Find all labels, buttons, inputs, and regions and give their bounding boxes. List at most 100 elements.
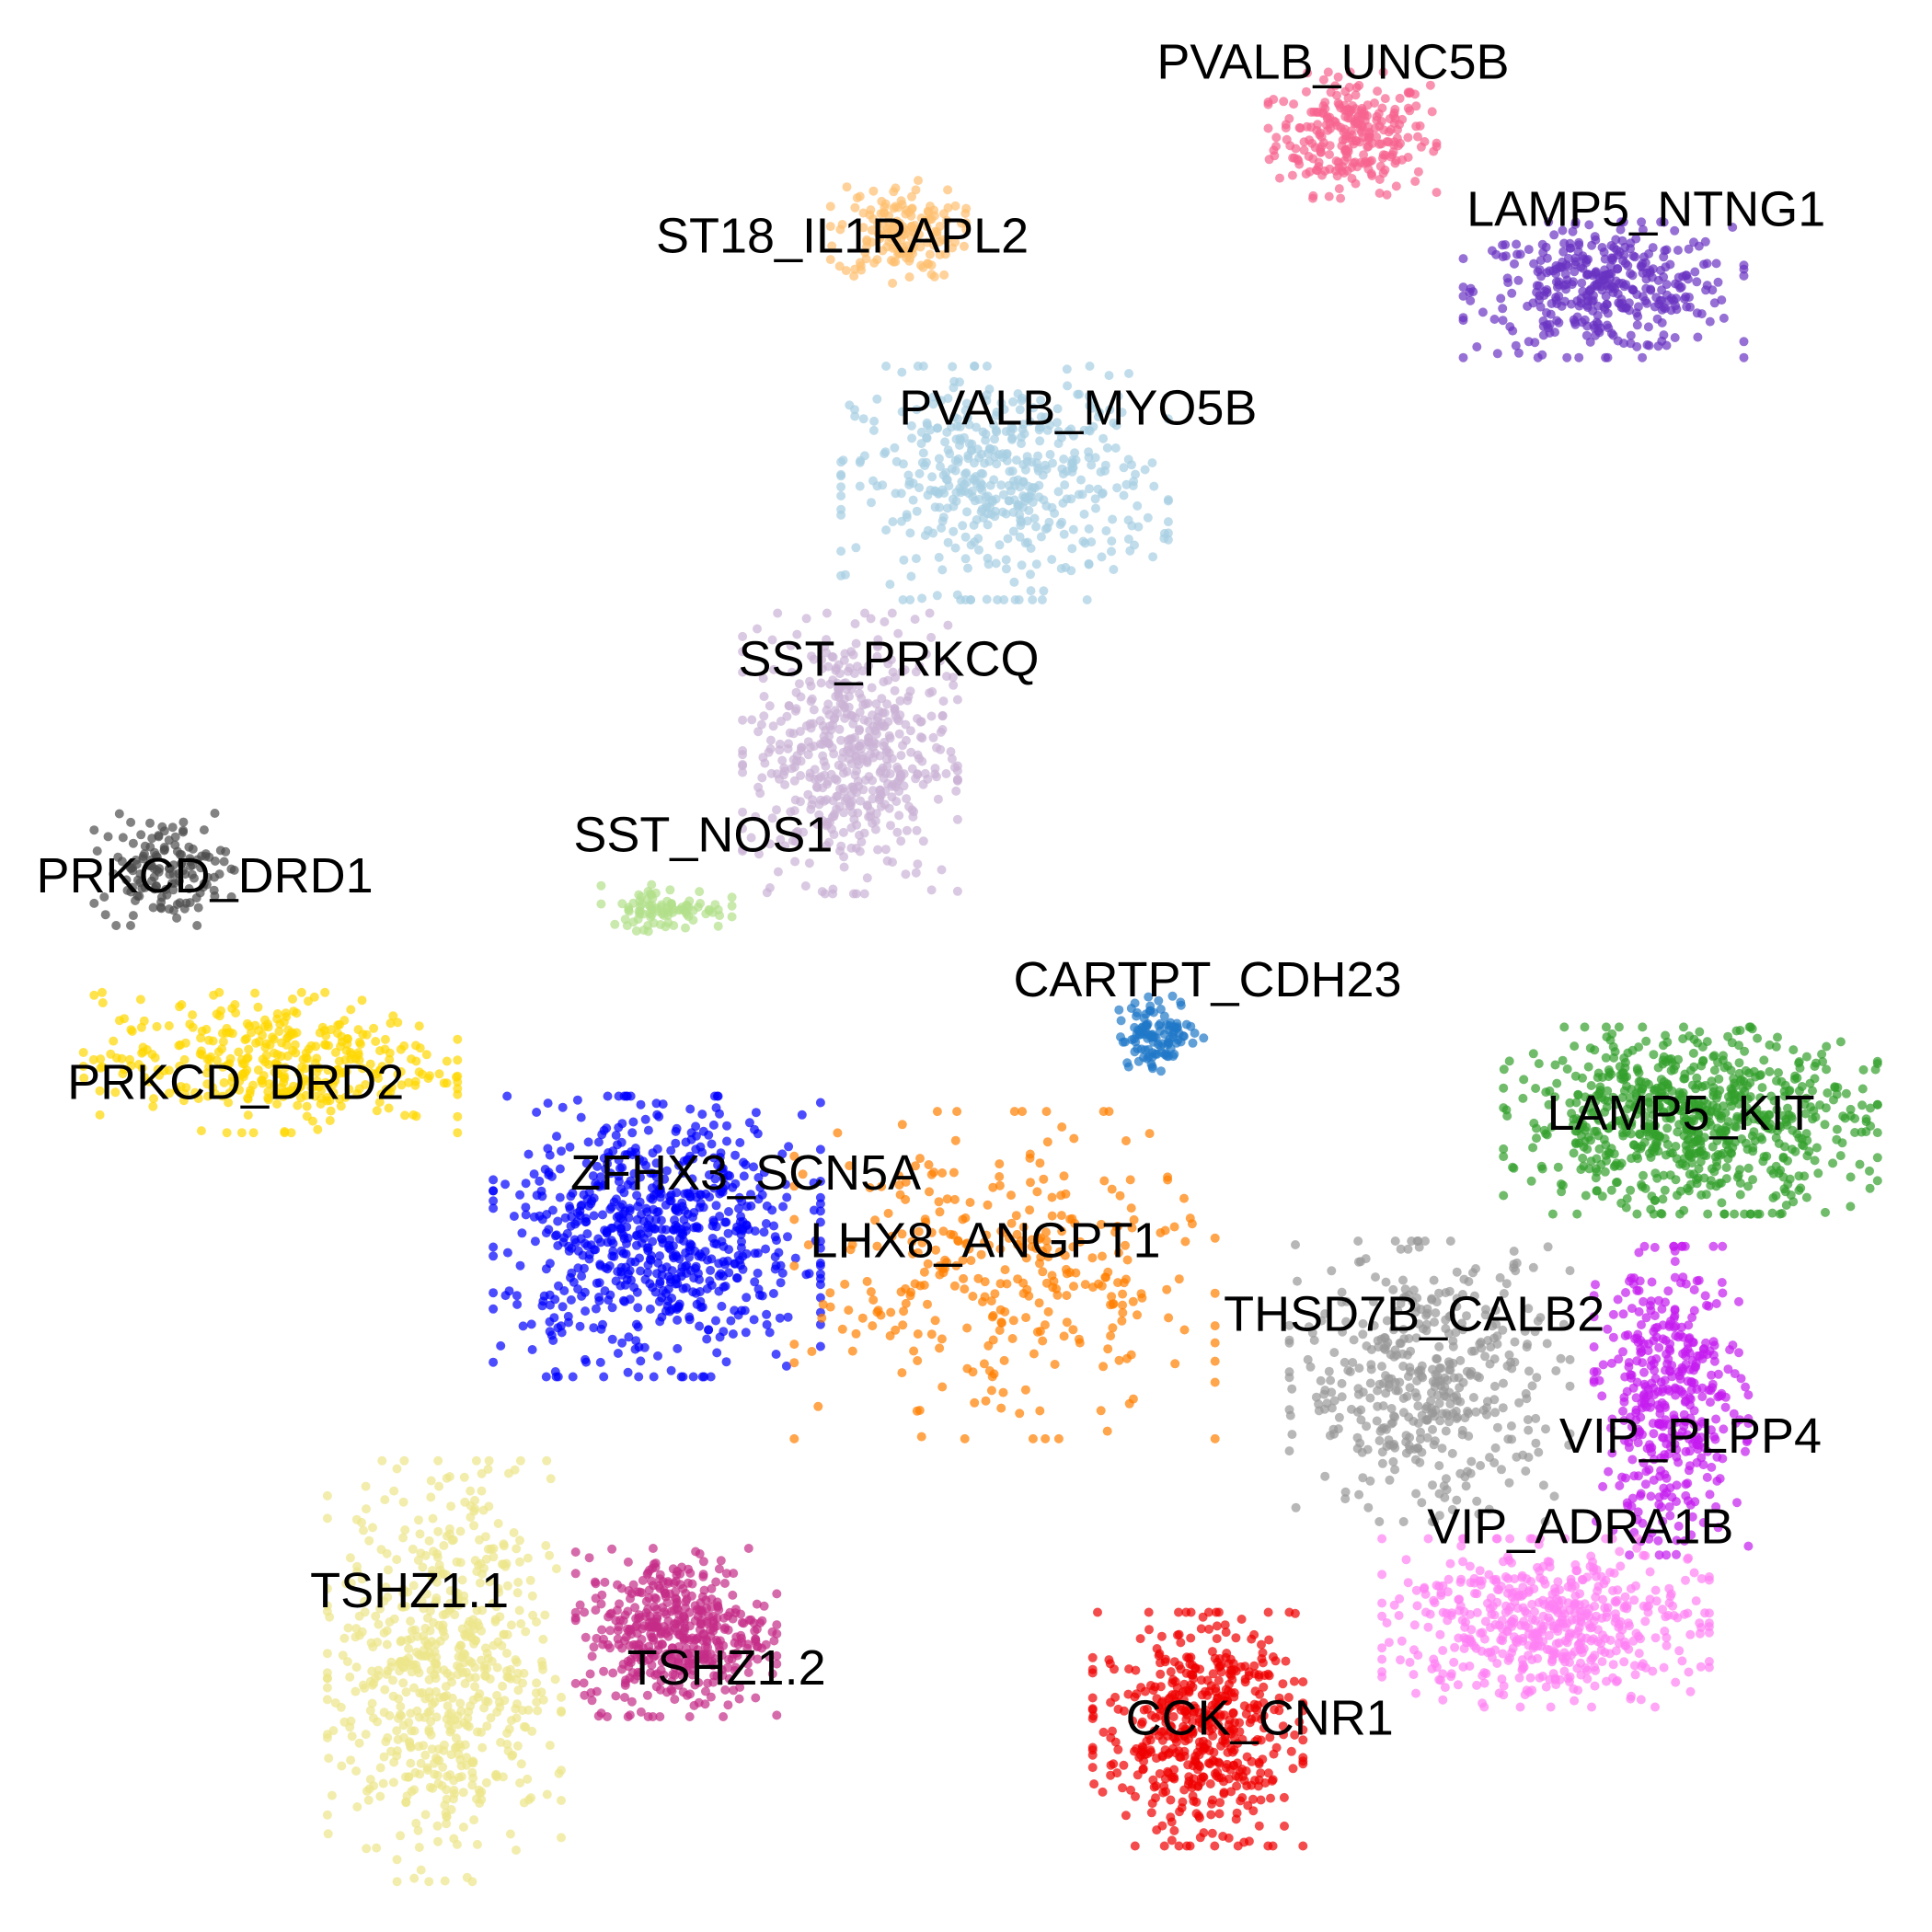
data-point	[1026, 1178, 1035, 1188]
data-point	[1047, 555, 1057, 565]
data-point	[760, 758, 770, 768]
data-point	[577, 1291, 587, 1301]
data-point	[949, 1167, 959, 1178]
data-point	[1118, 1300, 1128, 1310]
data-point	[1373, 1401, 1383, 1411]
data-point	[1583, 255, 1593, 264]
data-point	[410, 1080, 420, 1090]
data-point	[640, 1114, 650, 1124]
data-point	[1538, 321, 1548, 331]
data-point	[1098, 1251, 1107, 1261]
data-point	[780, 1179, 790, 1190]
data-point	[1413, 1401, 1423, 1411]
data-point	[1063, 381, 1073, 391]
data-point	[907, 203, 917, 213]
data-point	[987, 497, 997, 507]
data-point	[278, 1092, 288, 1102]
data-point	[935, 1270, 945, 1280]
data-point	[1393, 1386, 1403, 1396]
data-point	[736, 1212, 746, 1222]
data-point	[914, 483, 925, 493]
data-point	[1377, 1458, 1387, 1468]
data-point	[568, 1372, 578, 1382]
data-point	[880, 721, 890, 730]
data-point	[243, 1110, 253, 1121]
data-point	[1085, 401, 1095, 410]
data-point	[371, 1037, 381, 1046]
data-point	[829, 749, 839, 759]
data-point	[738, 1225, 748, 1236]
data-point	[1374, 1379, 1385, 1389]
data-point	[982, 362, 992, 371]
data-point	[1169, 1222, 1179, 1232]
data-point	[293, 1085, 303, 1095]
data-point	[1571, 257, 1581, 267]
data-point	[688, 1372, 698, 1382]
data-point	[1045, 450, 1055, 459]
data-point	[354, 1055, 364, 1065]
data-point	[917, 593, 927, 604]
data-point	[1558, 247, 1569, 257]
data-point	[1036, 532, 1046, 542]
data-point	[990, 434, 999, 444]
data-point	[397, 1080, 407, 1090]
data-point	[951, 496, 961, 506]
data-point	[839, 808, 849, 818]
data-point	[983, 509, 993, 519]
data-point	[879, 742, 889, 751]
data-point	[1458, 282, 1468, 293]
data-point	[357, 995, 367, 1006]
data-point	[672, 1251, 682, 1261]
data-point	[400, 1110, 410, 1121]
data-point	[527, 1345, 537, 1354]
data-point	[1671, 1175, 1681, 1185]
data-point	[1370, 98, 1379, 108]
data-point	[1603, 352, 1613, 362]
data-point	[622, 1150, 632, 1160]
data-point	[1524, 245, 1534, 255]
data-point	[1345, 67, 1355, 77]
data-point	[1180, 1236, 1190, 1247]
data-point	[1148, 1031, 1157, 1041]
data-point	[1168, 1022, 1179, 1032]
data-point	[817, 1313, 827, 1323]
data-point	[837, 762, 847, 772]
data-point	[1490, 1443, 1501, 1453]
data-point	[936, 727, 946, 737]
data-point	[1210, 1356, 1220, 1366]
data-point	[1049, 1276, 1059, 1286]
data-point	[1707, 1462, 1717, 1472]
data-point	[489, 1304, 499, 1314]
data-point	[434, 1069, 444, 1079]
data-point	[685, 1104, 696, 1114]
data-point	[1592, 317, 1602, 328]
data-point	[1014, 595, 1024, 604]
data-point	[666, 1365, 676, 1375]
data-point	[1105, 405, 1115, 415]
data-point	[274, 1027, 284, 1037]
data-point	[769, 664, 778, 674]
data-point	[1427, 1387, 1436, 1397]
data-point	[655, 1251, 665, 1261]
data-point	[1673, 246, 1683, 255]
data-point	[1504, 1056, 1514, 1066]
data-point	[1696, 1061, 1707, 1071]
data-point	[855, 191, 865, 201]
data-point	[1568, 226, 1578, 236]
data-point	[871, 699, 881, 709]
data-point	[801, 614, 811, 624]
data-point	[1007, 433, 1018, 443]
data-point	[1716, 1178, 1726, 1188]
data-point	[1021, 492, 1031, 502]
data-point	[1639, 1170, 1648, 1180]
data-point	[1330, 81, 1340, 91]
data-point	[132, 875, 143, 885]
data-point	[1337, 1378, 1347, 1388]
data-point	[873, 845, 883, 855]
data-point	[831, 663, 841, 673]
data-point	[875, 785, 885, 795]
data-point	[633, 1322, 643, 1332]
data-point	[713, 1091, 723, 1101]
data-point	[1577, 278, 1587, 288]
data-point	[1535, 265, 1545, 275]
